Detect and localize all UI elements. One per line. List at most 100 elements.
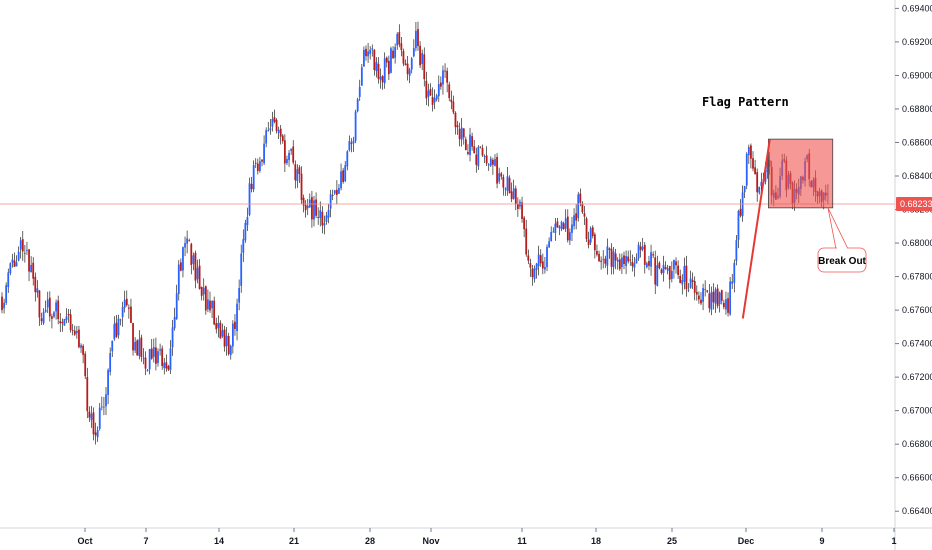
candle bbox=[612, 247, 615, 275]
break-out-callout[interactable]: Break Out bbox=[817, 207, 867, 273]
candle bbox=[150, 339, 153, 360]
candle bbox=[148, 348, 151, 375]
candle bbox=[621, 253, 623, 274]
candle bbox=[186, 230, 189, 254]
candle bbox=[204, 285, 207, 315]
candle bbox=[685, 255, 688, 297]
candle bbox=[537, 245, 540, 276]
candle bbox=[546, 244, 548, 272]
candle bbox=[32, 257, 35, 286]
x-tick-label: 25 bbox=[667, 536, 677, 546]
candle bbox=[492, 157, 494, 175]
candle bbox=[192, 252, 195, 271]
candle bbox=[373, 49, 376, 76]
candle bbox=[483, 154, 486, 163]
candle bbox=[223, 325, 226, 352]
candle bbox=[321, 206, 324, 234]
candle bbox=[94, 422, 97, 445]
candle bbox=[229, 344, 232, 360]
candle bbox=[454, 111, 457, 135]
candle bbox=[173, 307, 176, 331]
candle bbox=[315, 192, 317, 219]
candle bbox=[496, 153, 498, 189]
y-tick-label: 0.67000 bbox=[902, 406, 932, 416]
candle bbox=[639, 241, 642, 258]
candle bbox=[467, 144, 469, 156]
candle bbox=[82, 344, 85, 364]
candle bbox=[3, 298, 5, 314]
candle bbox=[261, 158, 263, 167]
candle bbox=[335, 180, 338, 205]
candle bbox=[163, 357, 166, 375]
candle bbox=[650, 244, 652, 276]
candle bbox=[313, 195, 315, 227]
candle bbox=[633, 256, 636, 277]
candle bbox=[177, 260, 180, 301]
candle bbox=[11, 253, 14, 268]
flag-pattern-box[interactable] bbox=[768, 138, 834, 209]
flag-pattern-label[interactable]: Flag Pattern bbox=[702, 95, 789, 109]
candle bbox=[92, 407, 95, 441]
candle bbox=[53, 310, 55, 319]
x-tick-label: 21 bbox=[289, 536, 299, 546]
candle bbox=[602, 250, 605, 269]
candle bbox=[431, 87, 434, 112]
candle bbox=[338, 183, 340, 195]
candle bbox=[735, 234, 738, 266]
candle bbox=[741, 185, 744, 222]
candle bbox=[65, 308, 68, 324]
candle bbox=[236, 298, 238, 341]
candle bbox=[308, 193, 311, 208]
candle bbox=[304, 200, 307, 218]
candle bbox=[504, 187, 507, 196]
candle bbox=[589, 226, 592, 246]
candle bbox=[423, 47, 426, 87]
candle bbox=[566, 209, 569, 243]
candle bbox=[231, 320, 234, 354]
candle bbox=[625, 250, 627, 275]
break-out-label: Break Out bbox=[818, 256, 866, 267]
candle bbox=[485, 146, 488, 167]
candle bbox=[98, 402, 101, 431]
candle bbox=[500, 171, 503, 180]
candle bbox=[329, 189, 332, 218]
candle bbox=[510, 182, 513, 203]
candle bbox=[342, 167, 345, 184]
candle bbox=[211, 300, 213, 319]
candle bbox=[256, 158, 259, 175]
candle bbox=[452, 95, 455, 115]
candle bbox=[44, 300, 47, 313]
candle bbox=[539, 249, 542, 267]
candle bbox=[571, 216, 573, 241]
candle bbox=[119, 318, 122, 326]
y-tick-label: 0.68800 bbox=[902, 104, 932, 114]
candle bbox=[758, 186, 761, 195]
candle bbox=[271, 111, 274, 132]
candle bbox=[217, 315, 220, 338]
candle bbox=[745, 152, 748, 190]
candle bbox=[142, 348, 145, 365]
candle bbox=[184, 236, 186, 257]
candle bbox=[34, 272, 37, 302]
candle bbox=[292, 140, 295, 165]
price-axis[interactable]: 0.69400 0.69200 0.69000 0.68800 0.68600 0.684… bbox=[894, 0, 932, 550]
candle bbox=[317, 207, 320, 225]
candle bbox=[527, 249, 530, 265]
candle bbox=[117, 314, 120, 339]
x-tick-label: 18 bbox=[591, 536, 601, 546]
x-tick-label: 11 bbox=[517, 536, 527, 546]
candle bbox=[419, 41, 421, 69]
time-axis[interactable]: Oct 7 14 21 28 Nov 11 18 25 Dec 9 1 bbox=[0, 527, 932, 546]
candle bbox=[73, 325, 76, 336]
candle bbox=[207, 289, 209, 313]
candle bbox=[552, 227, 555, 233]
breakout-trend-line[interactable] bbox=[741, 138, 771, 319]
candle bbox=[23, 244, 26, 263]
candle bbox=[90, 405, 93, 428]
candle bbox=[448, 81, 451, 102]
candle bbox=[152, 338, 155, 363]
candle bbox=[731, 273, 734, 290]
flag-box-rect[interactable] bbox=[768, 138, 834, 209]
